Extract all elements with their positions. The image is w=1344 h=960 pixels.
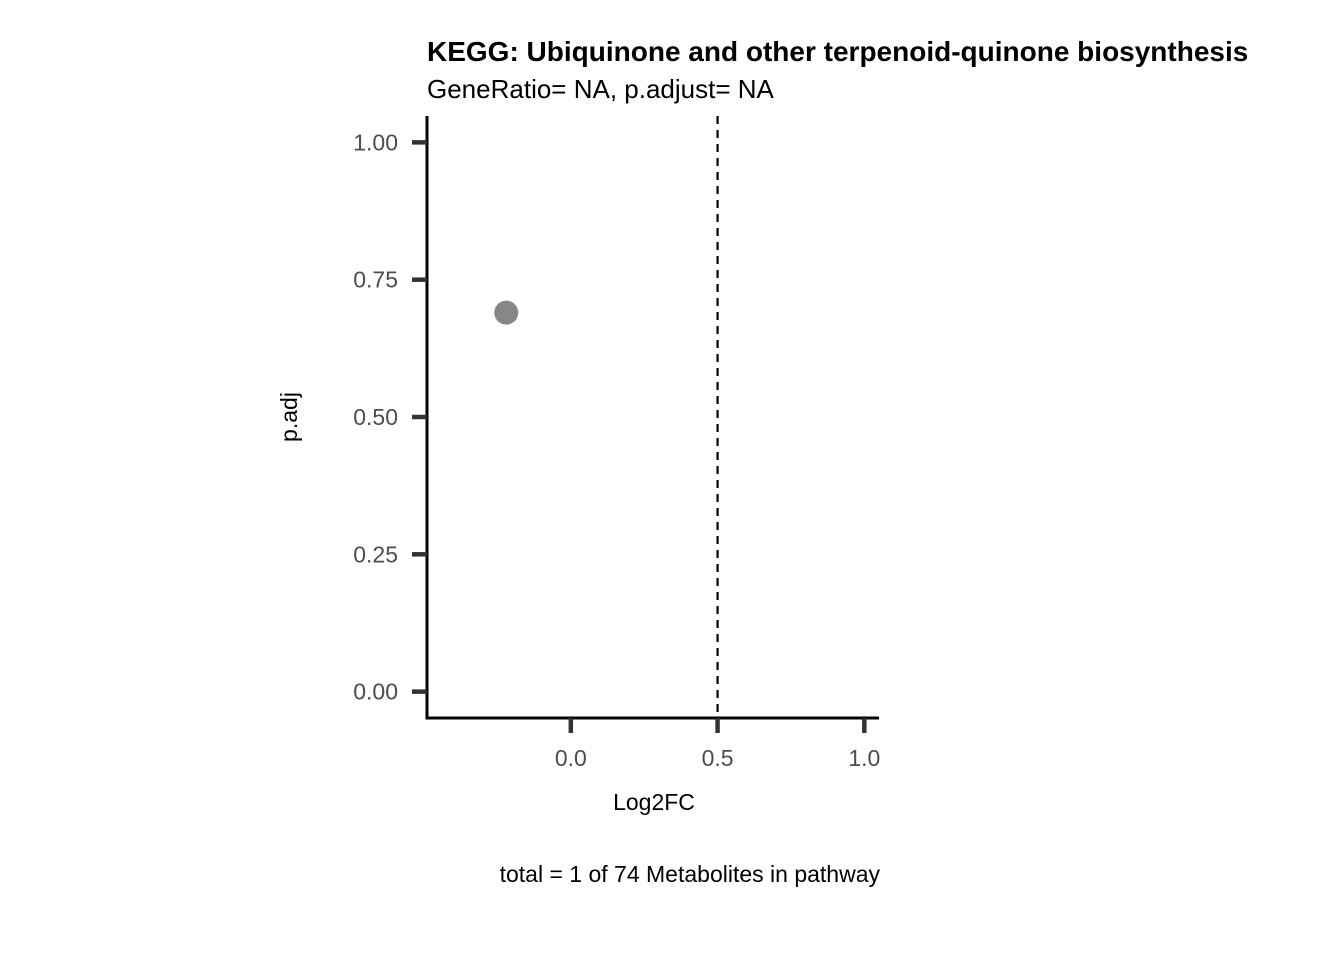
y-tick-label: 0.25: [353, 541, 398, 567]
data-point-1: [494, 300, 519, 325]
chart-subtitle: GeneRatio= NA, p.adjust= NA: [427, 74, 775, 104]
x-axis-title: Log2FC: [613, 789, 695, 815]
y-tick-label: 0.75: [353, 267, 398, 293]
y-tick-label: 0.50: [353, 404, 398, 430]
chart-caption: total = 1 of 74 Metabolites in pathway: [500, 861, 881, 887]
y-axis-title: p.adj: [276, 392, 302, 442]
plot-area: 0.00 0.25 0.50 0.75 1.00 0.0 0.5 1.0: [353, 116, 880, 771]
y-tick-label: 1.00: [353, 129, 398, 155]
y-tick-label: 0.00: [353, 679, 398, 705]
x-tick-label: 0.5: [702, 745, 734, 771]
x-tick-label: 1.0: [848, 745, 880, 771]
chart-title: KEGG: Ubiquinone and other terpenoid-qui…: [427, 36, 1248, 67]
x-tick-label: 0.0: [555, 745, 587, 771]
